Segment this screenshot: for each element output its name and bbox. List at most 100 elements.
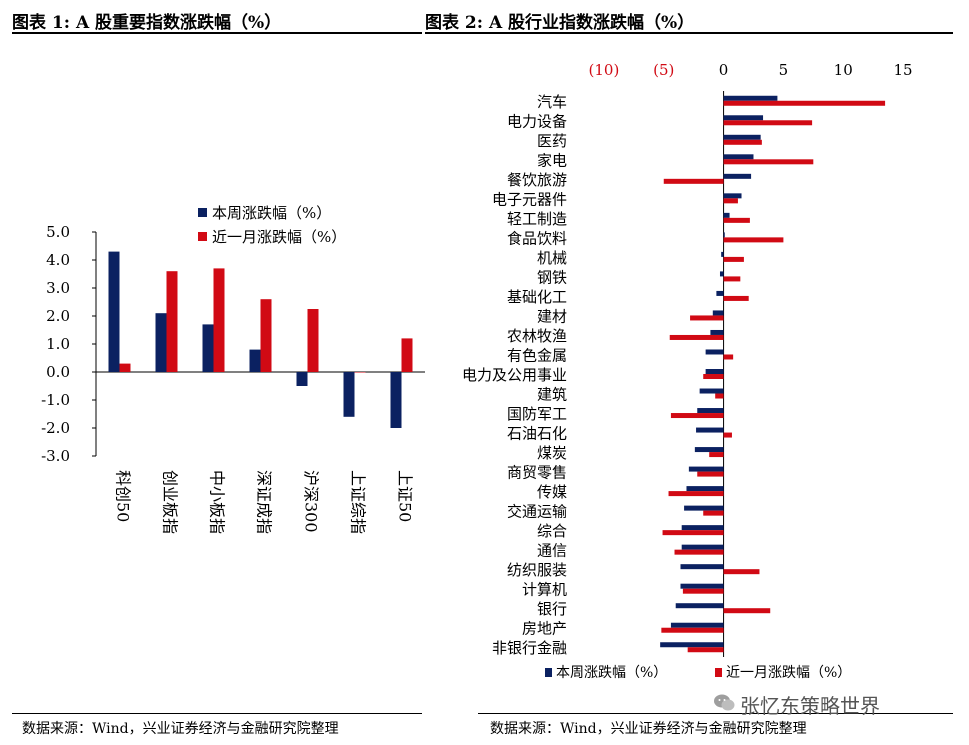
bar-monthly	[697, 471, 724, 477]
bar-monthly	[663, 178, 724, 184]
footer-rule-left	[12, 713, 422, 714]
bar-weekly	[680, 564, 724, 570]
bar-monthly	[723, 159, 814, 165]
bar-weekly	[712, 310, 724, 316]
bar-monthly	[703, 374, 724, 379]
legend-swatch	[198, 232, 207, 241]
bar-monthly	[723, 608, 771, 614]
bar-monthly	[661, 627, 724, 633]
legend-swatch	[198, 208, 207, 217]
y-tick-label: 0.0	[46, 363, 70, 381]
bar-monthly	[723, 354, 734, 360]
bar-weekly	[343, 372, 355, 417]
x-tick-label: 10	[834, 61, 853, 79]
x-category-label: 沪深300	[302, 470, 321, 533]
source-note-right: 数据来源：Wind，兴业证券经济与金融研究院整理	[490, 721, 807, 737]
bar-weekly	[681, 525, 724, 531]
bar-weekly	[705, 349, 724, 355]
y-category-label: 医药	[537, 132, 567, 150]
y-category-label: 机械	[537, 249, 567, 267]
bar-weekly	[296, 372, 308, 386]
bar-weekly	[681, 544, 724, 550]
legend-label: 近一月涨跌幅（%）	[726, 665, 851, 681]
bar-monthly	[723, 432, 732, 438]
bar-weekly	[723, 154, 754, 160]
bar-weekly	[723, 115, 764, 121]
y-category-label: 商贸零售	[507, 464, 567, 482]
bar-weekly	[155, 313, 167, 372]
y-category-label: 银行	[537, 600, 567, 618]
bar-weekly	[686, 486, 724, 492]
bar-monthly	[723, 198, 738, 204]
bar-monthly	[690, 315, 724, 321]
x-category-label: 中小板指	[208, 470, 227, 534]
bar-monthly	[723, 237, 784, 243]
x-category-label: 上证50	[396, 470, 415, 522]
y-tick-label: 4.0	[46, 251, 70, 269]
legend-label: 本周涨跌幅（%）	[212, 204, 331, 222]
bar-monthly	[401, 338, 413, 372]
bar-monthly	[723, 139, 762, 145]
bar-weekly	[723, 193, 742, 199]
bar-weekly	[697, 408, 724, 414]
bar-monthly	[662, 530, 724, 536]
bar-weekly	[694, 447, 724, 453]
x-tick-label: 5	[779, 61, 789, 79]
y-category-label: 农林牧渔	[507, 327, 567, 345]
legend-swatch	[545, 668, 552, 677]
y-category-label: 石油石化	[507, 425, 567, 443]
bar-monthly	[260, 299, 272, 372]
y-category-label: 钢铁	[537, 268, 567, 286]
y-category-label: 电力及公用事业	[462, 366, 567, 384]
bar-monthly	[703, 510, 724, 516]
bar-monthly	[709, 452, 724, 458]
y-tick-label: -3.0	[41, 447, 70, 465]
bar-monthly	[723, 217, 750, 223]
header-rule-left	[12, 32, 422, 34]
bar-weekly	[699, 388, 724, 394]
y-category-label: 基础化工	[507, 288, 567, 306]
y-category-label: 电力设备	[507, 112, 567, 130]
bar-weekly	[716, 290, 724, 296]
bar-weekly	[710, 329, 724, 335]
watermark-text: 张忆东策略世界	[740, 694, 880, 718]
bar-monthly	[354, 372, 366, 373]
y-tick-label: -2.0	[41, 419, 70, 437]
y-tick-label: 1.0	[46, 335, 70, 353]
bar-weekly	[670, 622, 724, 628]
bar-weekly	[249, 349, 261, 372]
y-category-label: 计算机	[522, 581, 567, 599]
bar-weekly	[723, 212, 730, 218]
bar-weekly	[202, 324, 214, 372]
industry-change-chart: (10) (5) 0 5 10 15 汽车电力设备医药家电餐饮旅游电子元器件轻工制造食品饮料…	[462, 61, 913, 681]
bar-monthly	[723, 276, 741, 282]
bar-weekly	[723, 232, 725, 238]
wechat-icon	[714, 694, 735, 711]
bar-weekly	[705, 369, 724, 374]
legend-label: 近一月涨跌幅（%）	[212, 228, 346, 246]
x-category-label: 深证成指	[255, 470, 274, 534]
y-category-label: 非银行金融	[492, 639, 567, 657]
y-category-label: 纺织服装	[507, 561, 567, 579]
y-category-label: 食品饮料	[507, 229, 567, 247]
y-category-label: 家电	[537, 151, 567, 169]
bar-monthly	[119, 363, 131, 372]
bar-monthly	[687, 647, 724, 653]
bar-monthly	[213, 268, 225, 372]
bar-monthly	[682, 588, 724, 594]
bar-monthly	[668, 491, 724, 497]
y-category-label: 汽车	[537, 93, 567, 111]
y-category-label: 建材	[537, 307, 567, 325]
x-category-label: 上证综指	[349, 470, 368, 534]
bar-weekly	[680, 583, 724, 589]
bar-monthly	[307, 309, 319, 372]
y-category-label: 交通运输	[507, 503, 567, 521]
x-tick-label: 0	[719, 61, 729, 79]
y-tick-label: 2.0	[46, 307, 70, 325]
x-category-label: 创业板指	[161, 470, 180, 534]
bar-monthly	[669, 334, 724, 340]
y-category-label: 通信	[537, 542, 567, 560]
chart1-title: 图表 1: A 股重要指数涨跌幅（%）	[12, 13, 282, 33]
bar-monthly	[723, 569, 760, 575]
y-category-label: 电子元器件	[492, 190, 567, 208]
